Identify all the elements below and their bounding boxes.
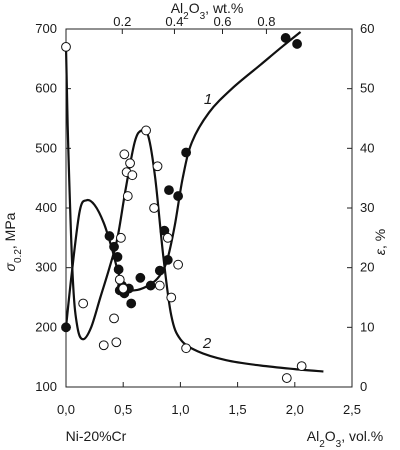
x-tick-label: 1,0 xyxy=(171,402,189,417)
y-left-tick-label: 300 xyxy=(35,260,57,275)
x-tick-label: 0,5 xyxy=(114,402,132,417)
open-data-point xyxy=(152,161,163,172)
filled-data-point xyxy=(173,191,184,201)
base-composition-label: Ni-20%Cr xyxy=(66,428,127,444)
open-data-point xyxy=(154,280,165,291)
open-data-point xyxy=(173,259,184,270)
x-tick-label: 2,0 xyxy=(286,402,304,417)
open-data-point xyxy=(181,343,192,354)
open-data-point xyxy=(141,125,151,136)
top-tick-label: 0.2 xyxy=(113,14,131,29)
filled-data-point xyxy=(109,241,119,252)
open-data-point xyxy=(116,232,126,243)
filled-data-point xyxy=(61,322,71,333)
axes xyxy=(65,28,353,388)
plot-frame xyxy=(65,28,353,388)
filled-data-point xyxy=(112,252,123,262)
open-data-point xyxy=(122,191,133,201)
y-right-tick-label: 60 xyxy=(360,21,374,36)
y-left-tick-label: 500 xyxy=(35,140,57,155)
filled-data-point xyxy=(135,272,146,283)
top-tick-label: 0.8 xyxy=(257,14,275,29)
top-tick-label: 0.4 xyxy=(165,14,183,29)
filled-data-point xyxy=(154,265,165,276)
open-data-point xyxy=(61,42,71,52)
open-data-point xyxy=(98,340,109,351)
y-left-tick-label: 400 xyxy=(35,200,57,215)
open-data-point xyxy=(125,158,135,169)
open-data-point xyxy=(119,149,130,160)
filled-data-point xyxy=(280,33,291,43)
open-data-point xyxy=(118,283,129,294)
data-points xyxy=(61,33,307,383)
y-left-tick-label: 700 xyxy=(35,21,57,36)
y-right-tick-label: 0 xyxy=(360,379,367,394)
top-axis-title: Al2O3, wt.% xyxy=(171,0,244,22)
open-data-point xyxy=(114,274,125,285)
y-left-tick-label: 600 xyxy=(35,81,57,96)
open-data-point xyxy=(111,337,122,348)
y-right-tick-label: 20 xyxy=(360,260,374,275)
filled-data-point xyxy=(162,255,173,265)
curves xyxy=(64,31,324,373)
left-axis-title: σ0.2, MPa xyxy=(2,212,24,271)
open-data-point xyxy=(162,232,173,243)
y-left-tick-label: 100 xyxy=(35,379,57,394)
open-data-point xyxy=(127,170,138,181)
open-data-point xyxy=(166,292,177,303)
open-data-point xyxy=(78,298,89,309)
x-tick-label: 1,5 xyxy=(229,402,247,417)
y-right-tick-label: 40 xyxy=(360,140,374,155)
curve-2 xyxy=(64,46,324,373)
filled-data-point xyxy=(164,185,174,196)
x-tick-label: 2,5 xyxy=(343,402,361,417)
curve-label-1: 1 xyxy=(204,91,212,108)
bottom-axis-title: Al2O3, vol.% xyxy=(307,428,383,450)
filled-data-point xyxy=(126,298,137,309)
curve-label-2: 2 xyxy=(202,335,212,352)
filled-data-point xyxy=(145,280,156,291)
open-data-point xyxy=(109,313,119,324)
x-tick-label: 0,0 xyxy=(57,402,75,417)
filled-data-point xyxy=(292,39,302,49)
curve-1 xyxy=(64,31,302,328)
filled-data-point xyxy=(181,147,192,158)
filled-data-point xyxy=(104,231,115,241)
open-data-point xyxy=(281,373,292,383)
filled-data-point xyxy=(113,264,124,275)
right-axis-title: ε, % xyxy=(372,229,388,255)
open-data-point xyxy=(149,203,159,213)
open-data-point xyxy=(296,361,307,372)
y-right-tick-label: 30 xyxy=(360,200,374,215)
tick-labels: 0,0 0,5 1,0 1,5 2,0 2,50.2 0.4 0.6 0.81002003004… xyxy=(35,14,374,417)
y-right-tick-label: 50 xyxy=(360,81,374,96)
top-tick-label: 0.6 xyxy=(213,14,231,29)
y-right-tick-label: 10 xyxy=(360,319,374,334)
y-left-tick-label: 200 xyxy=(35,319,57,334)
